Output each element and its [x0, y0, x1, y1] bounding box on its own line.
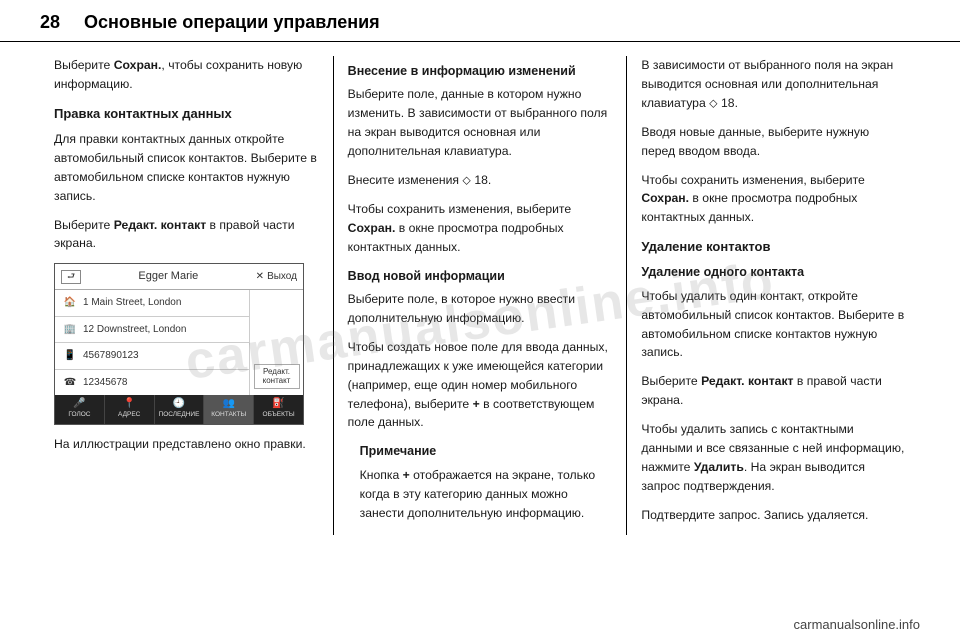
exit-icon: ✕: [256, 269, 264, 285]
tab-contacts[interactable]: 👥 КОНТАКТЫ: [204, 395, 254, 423]
col3-h3: Удаление контактов: [641, 237, 906, 257]
voice-icon: 🎤: [73, 399, 85, 409]
column-2: Внесение в информацию изменений Выберите…: [333, 56, 627, 535]
bold-text: Редакт. контакт: [701, 374, 793, 388]
edit-contact-button[interactable]: Редакт. контакт: [254, 364, 300, 390]
col3-p1: В зависимости от выбранного поля на экра…: [641, 56, 906, 113]
col3-p7: Подтвердите запрос. Запись удаляется.: [641, 506, 906, 525]
col3-p5: Выберите Редакт. контакт в правой части …: [641, 372, 906, 410]
row-text: 1 Main Street, London: [83, 295, 181, 311]
col1-heading: Правка контактных данных: [54, 104, 319, 124]
back-icon[interactable]: ⮐: [61, 270, 81, 284]
col2-p1: Выберите поле, данные в котором нужно из…: [348, 85, 613, 161]
column-1: Выберите Сохран., чтобы сохранить новую …: [40, 56, 333, 535]
mobile-icon: 📱: [63, 350, 77, 362]
exit-button[interactable]: ✕ Выход: [256, 269, 297, 285]
col3-p4: Чтобы удалить один контакт, откройте авт…: [641, 287, 906, 363]
row-text: 12345678: [83, 375, 128, 391]
text: Выберите: [54, 218, 114, 232]
exit-label: Выход: [267, 269, 297, 285]
col3-p6: Чтобы удалить запись с контактными данны…: [641, 420, 906, 496]
home-icon: 🏠: [63, 297, 77, 309]
bold-text: Сохран.: [641, 191, 689, 205]
bold-text: Редакт. контакт: [114, 218, 206, 232]
tab-voice[interactable]: 🎤 ГОЛОС: [55, 395, 105, 423]
col2-h4a: Внесение в информацию изменений: [348, 62, 613, 81]
poi-icon: ⛽: [272, 399, 284, 409]
footer-url: carmanualsonline.info: [794, 617, 920, 632]
page-title: Основные операции управления: [84, 12, 380, 33]
address-icon: 📍: [123, 399, 135, 409]
col3-h4: Удаление одного контакта: [641, 263, 906, 282]
tab-label: ГОЛОС: [68, 410, 90, 420]
col2-h4b: Ввод новой информации: [348, 267, 613, 286]
tab-label: АДРЕС: [118, 410, 140, 420]
ss-topbar: ⮐ Egger Marie ✕ Выход: [55, 264, 303, 290]
embedded-screenshot: ⮐ Egger Marie ✕ Выход 🏠 1 Main Street, L…: [54, 263, 304, 424]
bold-text: Сохран.: [114, 58, 162, 72]
col1-caption: На иллюстрации представлено окно правки.: [54, 435, 319, 454]
bold-text: Сохран.: [348, 221, 396, 235]
col1-p2: Для правки контактных данных откройте ав…: [54, 130, 319, 206]
note-heading: Примечание: [360, 442, 613, 461]
list-item[interactable]: 📱 4567890123: [55, 343, 249, 370]
ss-contact-name: Egger Marie: [138, 268, 198, 285]
note-block: Примечание Кнопка + отображается на экра…: [348, 442, 613, 522]
row-text: 12 Downstreet, London: [83, 322, 186, 338]
text: Чтобы сохранить изменения, выберите: [641, 173, 865, 187]
list-item[interactable]: ☎ 12345678: [55, 370, 249, 396]
ss-list: 🏠 1 Main Street, London 🏢 12 Downstreet,…: [55, 290, 249, 395]
text: Чтобы сохранить изменения, выберите: [348, 202, 572, 216]
bold-text: Удалить: [694, 460, 744, 474]
content-columns: Выберите Сохран., чтобы сохранить новую …: [0, 42, 960, 535]
tab-label: ОБЪЕКТЫ: [263, 410, 295, 420]
tab-label: ПОСЛЕДНИЕ: [159, 410, 200, 420]
contacts-icon: 👥: [223, 399, 235, 409]
col1-p1: Выберите Сохран., чтобы сохранить новую …: [54, 56, 319, 94]
recent-icon: 🕘: [173, 399, 185, 409]
col2-p2: Внесите изменения ⬦ 18.: [348, 171, 613, 190]
page-header: 28 Основные операции управления: [0, 0, 960, 42]
col1-p3: Выберите Редакт. контакт в правой части …: [54, 216, 319, 254]
bold-text: +: [403, 468, 410, 482]
list-item[interactable]: 🏠 1 Main Street, London: [55, 290, 249, 317]
col3-p3: Чтобы сохранить изменения, выберите Сохр…: [641, 171, 906, 228]
ss-body: 🏠 1 Main Street, London 🏢 12 Downstreet,…: [55, 290, 303, 395]
text: Кнопка: [360, 468, 403, 482]
tab-poi[interactable]: ⛽ ОБЪЕКТЫ: [254, 395, 303, 423]
list-item[interactable]: 🏢 12 Downstreet, London: [55, 317, 249, 344]
note-text: Кнопка + отображается на экране, только …: [360, 466, 613, 523]
col2-p4: Выберите поле, в которое нужно ввести до…: [348, 290, 613, 328]
col3-p2: Вводя новые данные, выберите нужную пере…: [641, 123, 906, 161]
text: Выберите: [54, 58, 114, 72]
page-number: 28: [40, 12, 60, 33]
column-3: В зависимости от выбранного поля на экра…: [626, 56, 920, 535]
ss-side: Редакт. контакт: [249, 290, 303, 395]
tab-label: КОНТАКТЫ: [211, 410, 246, 420]
col2-p3: Чтобы сохранить изменения, выберите Сохр…: [348, 200, 613, 257]
building-icon: 🏢: [63, 324, 77, 336]
text: Выберите: [641, 374, 701, 388]
row-text: 4567890123: [83, 348, 139, 364]
tab-recent[interactable]: 🕘 ПОСЛЕДНИЕ: [155, 395, 205, 423]
ss-bottom-tabs: 🎤 ГОЛОС 📍 АДРЕС 🕘 ПОСЛЕДНИЕ 👥 КОНТАКТЫ ⛽: [55, 395, 303, 423]
tab-address[interactable]: 📍 АДРЕС: [105, 395, 155, 423]
col2-p5: Чтобы создать новое поле для ввода данны…: [348, 338, 613, 433]
phone-icon: ☎: [63, 377, 77, 389]
bold-text: +: [473, 397, 480, 411]
